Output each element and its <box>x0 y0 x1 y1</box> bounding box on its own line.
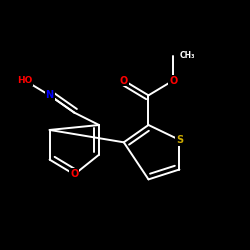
Text: O: O <box>169 76 177 86</box>
Text: S: S <box>176 135 183 145</box>
Text: O: O <box>70 170 78 179</box>
Text: N: N <box>46 90 54 100</box>
Text: CH₃: CH₃ <box>180 51 195 60</box>
Text: HO: HO <box>17 76 32 85</box>
Text: O: O <box>120 76 128 86</box>
